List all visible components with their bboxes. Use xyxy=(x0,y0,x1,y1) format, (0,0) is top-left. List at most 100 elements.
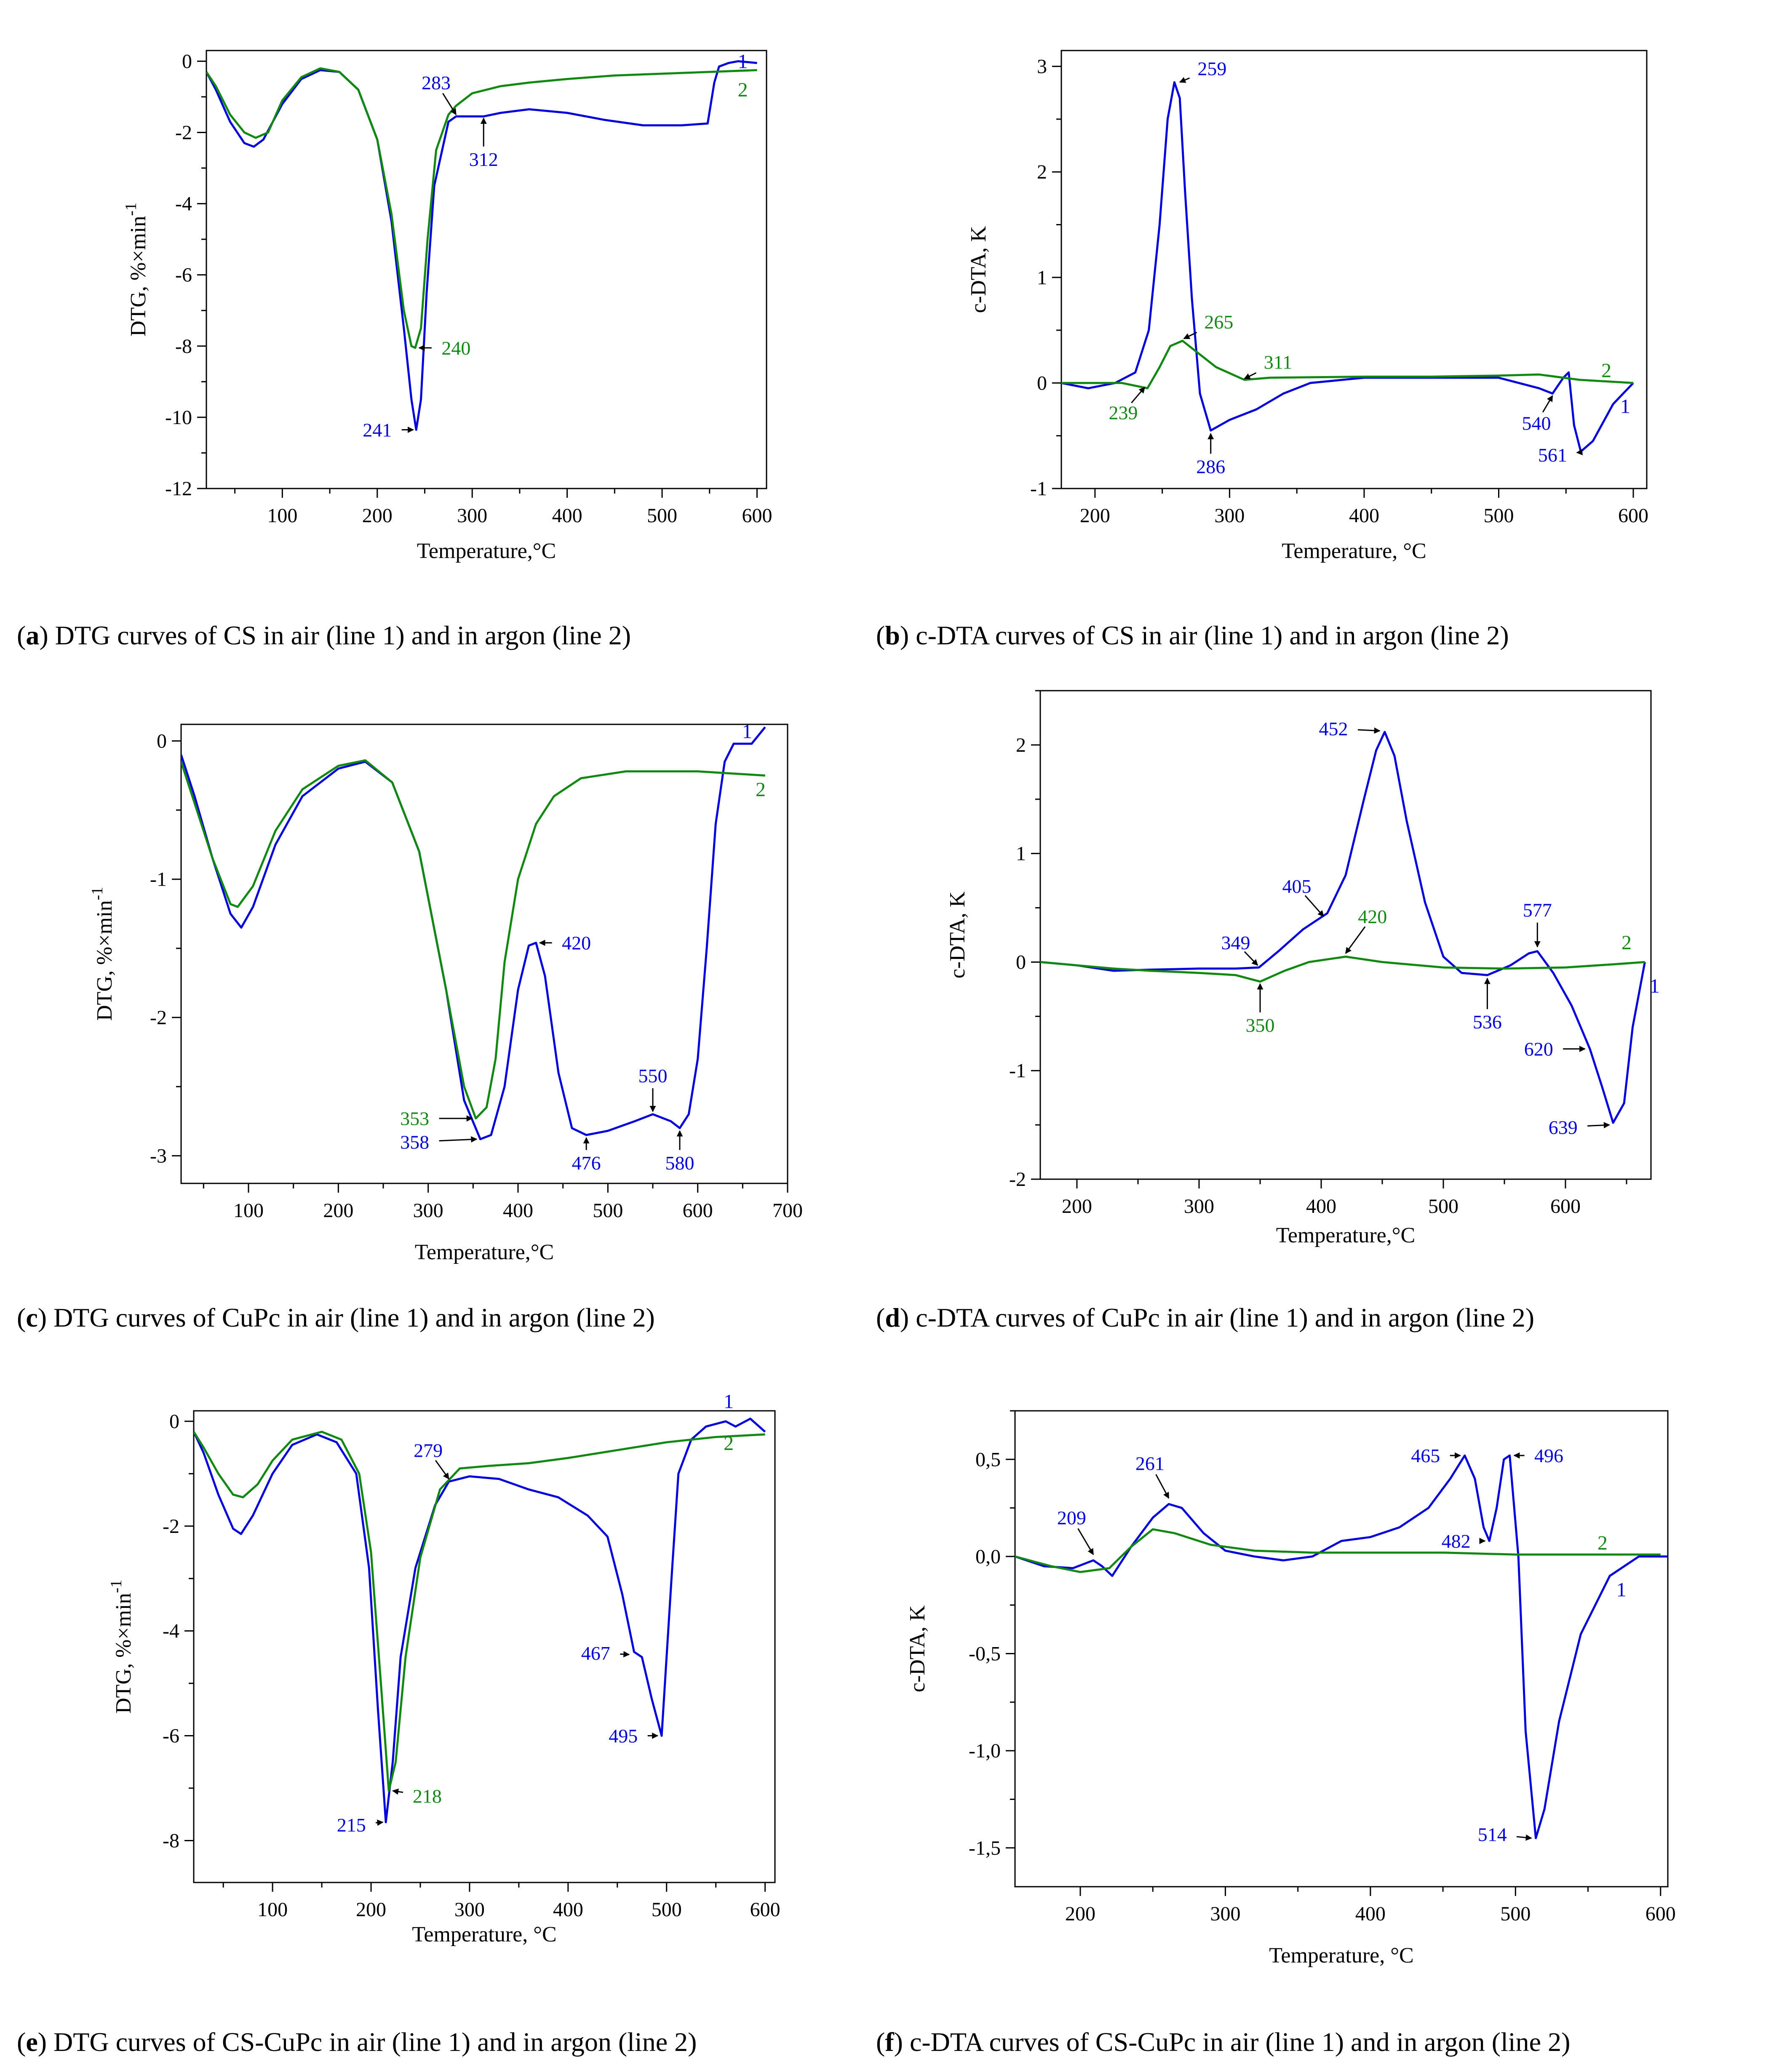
x-axis-label: Temperature, °C xyxy=(412,1922,556,1947)
x-axis-label: Temperature, °C xyxy=(1269,1944,1413,1968)
series-line-2 xyxy=(206,67,757,349)
peak-annotation-arrow xyxy=(1077,1528,1094,1555)
peak-annotation-label: 283 xyxy=(422,72,451,93)
y-tick-label: -8 xyxy=(175,335,192,358)
peak-annotation-label: 349 xyxy=(1221,932,1250,953)
x-tick-label: 400 xyxy=(1349,505,1379,527)
y-tick-label: 0 xyxy=(182,50,192,72)
panel-caption: (f) c-DTA curves of CS-CuPc in air (line… xyxy=(876,2027,1570,2057)
peak-annotation-label: 259 xyxy=(1197,58,1226,80)
peak-annotation-label: 536 xyxy=(1473,1011,1502,1033)
line-number-label: 2 xyxy=(724,1432,734,1455)
peak-annotation-label: 405 xyxy=(1282,876,1312,897)
plot-frame xyxy=(193,1410,776,1883)
x-tick-label: 400 xyxy=(553,1898,583,1921)
y-axis-label: DTG, %×min-1 xyxy=(122,203,150,336)
peak-annotation-label: 452 xyxy=(1319,718,1348,740)
peak-annotation-arrow xyxy=(1244,951,1258,966)
peak-annotation-label: 639 xyxy=(1549,1116,1578,1138)
peak-annotation-label: 261 xyxy=(1135,1453,1165,1474)
y-tick-label: -10 xyxy=(165,406,192,429)
x-tick-label: 500 xyxy=(1484,505,1514,527)
y-tick-label: 0 xyxy=(157,730,167,752)
chart-panel-c: 100 200 300 400 500 600 700 0 -1 -2 -3 Temperature,… xyxy=(17,720,803,1332)
series-line-1 xyxy=(181,726,766,1140)
plot-frame xyxy=(1039,690,1652,1180)
x-tick-label: 100 xyxy=(257,1898,288,1921)
y-tick-label: -8 xyxy=(163,1829,179,1852)
peak-annotation-label: 620 xyxy=(1524,1039,1553,1060)
x-tick-label: 700 xyxy=(772,1199,803,1222)
x-tick-label: 600 xyxy=(683,1199,713,1222)
panel-caption: (b) c-DTA curves of CS in air (line 1) a… xyxy=(876,620,1509,650)
peak-annotation-label: 240 xyxy=(441,337,470,359)
line-number-label: 2 xyxy=(1621,932,1632,954)
peak-annotation-label: 540 xyxy=(1522,413,1551,434)
y-tick-label: 0,5 xyxy=(975,1448,1001,1471)
peak-annotation-label: 561 xyxy=(1538,444,1567,466)
x-tick-label: 300 xyxy=(413,1199,443,1222)
line-number-label: 2 xyxy=(1597,1532,1608,1554)
x-tick-label: 300 xyxy=(457,505,487,527)
chart-panel-a: 100 200 300 400 500 600 0 -2 -4 -6 -8 -10 -12 Tempera… xyxy=(17,50,772,650)
peak-annotation-arrow xyxy=(1304,895,1324,917)
x-tick-label: 600 xyxy=(750,1898,780,1921)
y-tick-label: 0 xyxy=(1016,951,1026,973)
x-tick-label: 300 xyxy=(1214,505,1245,527)
x-tick-label: 200 xyxy=(1080,505,1110,527)
y-axis-label: c-DTA, K xyxy=(906,1605,930,1692)
x-tick-label: 400 xyxy=(552,505,582,527)
line-number-label: 1 xyxy=(1620,395,1630,418)
series-line-1 xyxy=(1040,731,1646,1124)
peak-annotation-label: 476 xyxy=(572,1152,601,1174)
peak-annotation-arrow xyxy=(1516,1834,1532,1841)
chart-panel-e: 100 200 300 400 500 600 0 -2 -4 -6 -8 Temperature, … xyxy=(17,1391,780,2057)
panel-root: 100 200 300 400 500 6000-2-4-6-8-10-12Tempera… xyxy=(17,50,1676,2057)
peak-annotation-label: 550 xyxy=(638,1065,668,1087)
line-number-label: 2 xyxy=(756,778,766,801)
peak-annotation-arrow xyxy=(392,1788,403,1795)
peak-annotation-label: 420 xyxy=(562,932,591,954)
x-tick-label: 300 xyxy=(1184,1195,1214,1218)
chart-panel-f: 200 300 400 500 600 0,5 0,0 -0,5 -1,0 -1,5 Tempera… xyxy=(876,1410,1676,2057)
peak-annotation-arrow xyxy=(1179,77,1190,83)
peak-annotation-arrow xyxy=(439,1136,478,1143)
panel-caption: (e) DTG curves of CS-CuPc in air (line 1… xyxy=(17,2027,697,2057)
y-axis-label: DTG, %×min-1 xyxy=(88,887,117,1021)
y-tick-label: 2 xyxy=(1016,734,1026,756)
series-line-1 xyxy=(1015,1454,1668,1840)
panel-caption: (c) DTG curves of CuPc in air (line 1) a… xyxy=(17,1303,655,1332)
peak-annotation-arrow xyxy=(1542,395,1553,413)
x-tick-label: 400 xyxy=(1306,1195,1336,1218)
y-tick-label: -4 xyxy=(175,193,192,215)
line-number-label: 1 xyxy=(738,50,748,72)
y-tick-label: -2 xyxy=(1009,1168,1026,1191)
peak-annotation-label: 350 xyxy=(1246,1015,1275,1036)
y-tick-label: -6 xyxy=(163,1725,179,1747)
peak-annotation-arrow xyxy=(375,1819,384,1826)
plot-frame xyxy=(1014,1410,1669,1888)
x-tick-label: 600 xyxy=(1550,1195,1581,1218)
panel-caption: (a) DTG curves of CS in air (line 1) and… xyxy=(17,620,631,650)
peak-annotation-label: 312 xyxy=(469,149,498,170)
x-tick-label: 200 xyxy=(362,505,393,527)
peak-annotation-label: 311 xyxy=(1264,351,1292,373)
x-tick-label: 600 xyxy=(742,505,772,527)
peak-annotation-label: 353 xyxy=(400,1108,429,1129)
x-tick-label: 500 xyxy=(593,1199,623,1222)
series-line-2 xyxy=(1040,956,1645,983)
chart-panel-d: 200 300 400 500 600210-1-2Temperature,°Cc-DT… xyxy=(876,690,1660,1332)
x-axis-label: Temperature,°C xyxy=(415,1240,554,1264)
y-tick-label: 1 xyxy=(1037,267,1047,289)
x-tick-label: 200 xyxy=(1065,1903,1095,1925)
peak-annotation-label: 467 xyxy=(581,1642,610,1664)
x-axis-label: Temperature,°C xyxy=(1276,1223,1415,1247)
line-number-label: 2 xyxy=(1601,359,1611,382)
y-axis-label: c-DTA, K xyxy=(967,226,991,313)
peak-annotation-label: 496 xyxy=(1534,1445,1563,1466)
line-number-label: 2 xyxy=(738,79,748,101)
x-axis-label: Temperature,°C xyxy=(417,539,556,563)
peak-annotation-label: 420 xyxy=(1358,906,1387,927)
series-line-2 xyxy=(194,1431,765,1792)
